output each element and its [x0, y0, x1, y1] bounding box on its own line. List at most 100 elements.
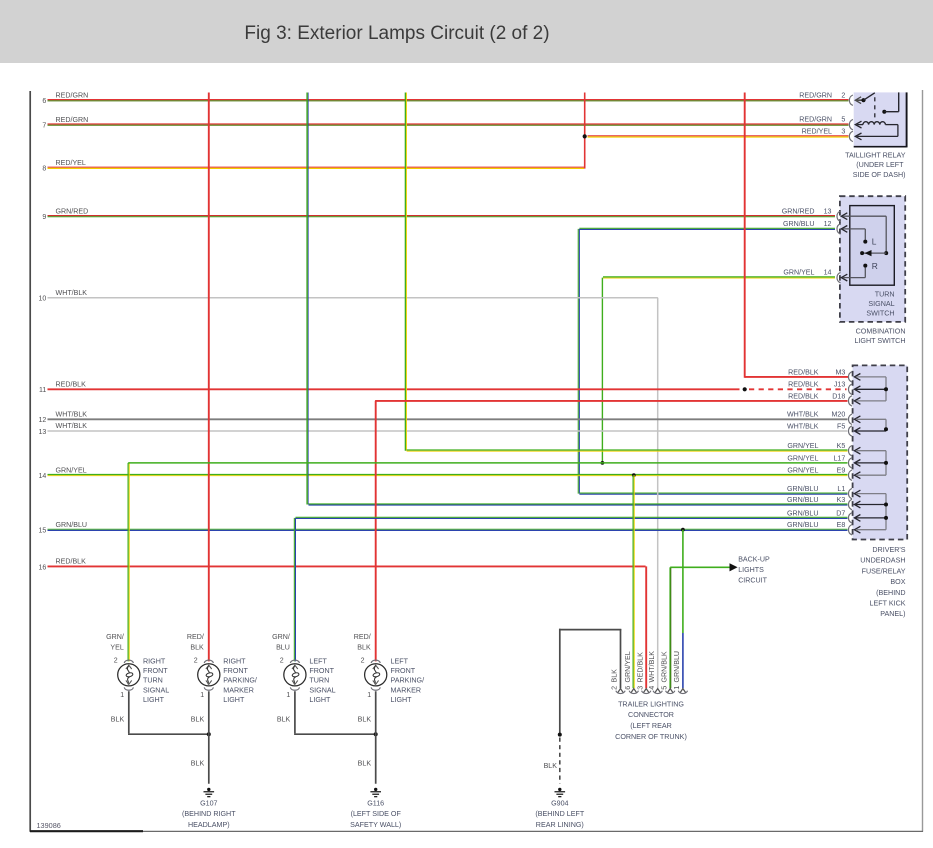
svg-text:L17: L17 — [833, 454, 845, 462]
svg-text:11: 11 — [39, 387, 46, 394]
svg-text:WHT/BLK: WHT/BLK — [56, 411, 88, 419]
svg-text:SIGNAL: SIGNAL — [868, 300, 894, 308]
svg-text:2: 2 — [841, 91, 845, 99]
svg-text:LIGHT: LIGHT — [223, 696, 245, 704]
svg-text:6: 6 — [42, 98, 46, 105]
svg-text:5: 5 — [659, 686, 668, 690]
svg-text:SAFETY WALL): SAFETY WALL) — [350, 821, 401, 829]
svg-text:LIGHT SWITCH: LIGHT SWITCH — [854, 337, 905, 345]
svg-text:(UNDER LEFT: (UNDER LEFT — [856, 161, 904, 169]
svg-text:FRONT: FRONT — [223, 667, 248, 675]
svg-text:RED/BLK: RED/BLK — [788, 381, 819, 389]
svg-text:12: 12 — [39, 417, 47, 424]
svg-text:2: 2 — [280, 657, 284, 664]
svg-text:E8: E8 — [837, 521, 846, 529]
svg-text:RED/BLK: RED/BLK — [788, 392, 819, 400]
svg-text:13: 13 — [39, 429, 47, 436]
svg-text:FRONT: FRONT — [391, 667, 416, 675]
svg-text:7: 7 — [42, 123, 46, 130]
svg-text:GRN/YEL: GRN/YEL — [787, 454, 818, 462]
svg-text:TURN: TURN — [143, 677, 163, 685]
svg-text:BLK: BLK — [358, 715, 372, 723]
svg-text:RED/: RED/ — [354, 633, 371, 641]
svg-text:GRN/BLU: GRN/BLU — [56, 521, 88, 529]
svg-text:BLK: BLK — [111, 715, 125, 723]
svg-text:REAR LINING): REAR LINING) — [536, 821, 584, 829]
svg-text:GRN/BLU: GRN/BLU — [783, 220, 815, 228]
svg-text:RED/: RED/ — [187, 633, 204, 641]
svg-text:GRN/BLU: GRN/BLU — [673, 651, 681, 683]
svg-text:M20: M20 — [831, 411, 845, 419]
svg-text:14: 14 — [824, 269, 832, 277]
svg-text:SIGNAL: SIGNAL — [143, 686, 169, 694]
svg-text:BLK: BLK — [191, 759, 205, 767]
svg-text:9: 9 — [42, 214, 46, 221]
svg-text:RED/BLK: RED/BLK — [56, 558, 87, 566]
svg-text:GRN/BLU: GRN/BLU — [787, 496, 819, 504]
svg-text:E9: E9 — [837, 467, 846, 475]
svg-text:TURN: TURN — [309, 677, 329, 685]
svg-text:(BEHIND LEFT: (BEHIND LEFT — [535, 810, 584, 818]
svg-text:BLK: BLK — [358, 759, 372, 767]
svg-text:RED/GRN: RED/GRN — [56, 116, 89, 124]
svg-text:RIGHT: RIGHT — [223, 657, 246, 665]
svg-text:16: 16 — [39, 564, 47, 571]
svg-text:TRAILER LIGHTING: TRAILER LIGHTING — [618, 700, 684, 708]
svg-text:G107: G107 — [200, 800, 217, 808]
svg-text:G116: G116 — [367, 800, 384, 808]
svg-text:LEFT: LEFT — [309, 657, 327, 665]
svg-text:RED/BLK: RED/BLK — [636, 652, 644, 683]
svg-text:GRN/: GRN/ — [272, 633, 290, 641]
svg-text:(LEFT SIDE OF: (LEFT SIDE OF — [351, 810, 402, 818]
svg-text:MARKER: MARKER — [391, 686, 422, 694]
svg-text:BLK: BLK — [611, 669, 619, 683]
svg-text:BLK: BLK — [191, 715, 205, 723]
svg-text:RED/YEL: RED/YEL — [802, 128, 832, 136]
svg-text:WHT/BLK: WHT/BLK — [56, 289, 88, 297]
svg-text:GRN/YEL: GRN/YEL — [56, 466, 87, 474]
svg-text:LIGHT: LIGHT — [143, 696, 165, 704]
svg-text:6: 6 — [623, 686, 632, 690]
svg-text:BLK: BLK — [190, 643, 204, 651]
svg-text:LIGHTS: LIGHTS — [738, 566, 764, 574]
svg-text:GRN/BLU: GRN/BLU — [787, 485, 819, 493]
svg-text:K5: K5 — [837, 442, 846, 450]
svg-text:FUSE/RELAY: FUSE/RELAY — [862, 567, 906, 575]
svg-text:RED/YEL: RED/YEL — [56, 159, 86, 167]
svg-text:BOX: BOX — [890, 578, 905, 586]
svg-text:GRN/: GRN/ — [106, 633, 124, 641]
svg-text:10: 10 — [39, 296, 47, 303]
svg-text:RED/GRN: RED/GRN — [799, 91, 832, 99]
svg-text:GRN/BLU: GRN/BLU — [787, 521, 819, 529]
svg-text:GRN/RED: GRN/RED — [782, 207, 815, 215]
svg-text:L1: L1 — [837, 485, 845, 493]
svg-text:L: L — [872, 237, 877, 247]
svg-text:BACK-UP: BACK-UP — [738, 555, 770, 563]
svg-text:D7: D7 — [836, 509, 845, 517]
svg-text:CORNER OF TRUNK): CORNER OF TRUNK) — [615, 733, 687, 741]
svg-text:TAILLIGHT RELAY: TAILLIGHT RELAY — [845, 152, 906, 160]
svg-text:8: 8 — [42, 166, 46, 173]
svg-text:4: 4 — [647, 686, 656, 690]
svg-text:DRIVER'S: DRIVER'S — [872, 546, 905, 554]
svg-text:(BEHIND: (BEHIND — [876, 589, 905, 597]
svg-text:GRN/BLU: GRN/BLU — [787, 509, 819, 517]
svg-text:PARKING/: PARKING/ — [223, 677, 257, 685]
svg-text:1: 1 — [286, 692, 290, 699]
svg-text:BLU: BLU — [276, 643, 290, 651]
svg-text:COMBINATION: COMBINATION — [856, 327, 906, 335]
svg-text:Fig 3: Exterior Lamps Circuit: Fig 3: Exterior Lamps Circuit (2 of 2) — [244, 23, 549, 44]
svg-text:YEL: YEL — [110, 643, 123, 651]
svg-text:12: 12 — [824, 220, 832, 228]
svg-text:PARKING/: PARKING/ — [391, 677, 425, 685]
svg-text:CIRCUIT: CIRCUIT — [738, 577, 767, 585]
svg-text:BLK: BLK — [357, 643, 371, 651]
svg-text:(LEFT REAR: (LEFT REAR — [630, 722, 672, 730]
svg-text:M3: M3 — [835, 368, 845, 376]
svg-text:WHT/BLK: WHT/BLK — [787, 422, 819, 430]
svg-text:GRN/YEL: GRN/YEL — [783, 269, 814, 277]
svg-text:G904: G904 — [551, 800, 568, 808]
svg-text:LIGHT: LIGHT — [309, 696, 331, 704]
svg-text:2: 2 — [194, 657, 198, 664]
svg-text:GRN/BLK: GRN/BLK — [660, 651, 668, 682]
